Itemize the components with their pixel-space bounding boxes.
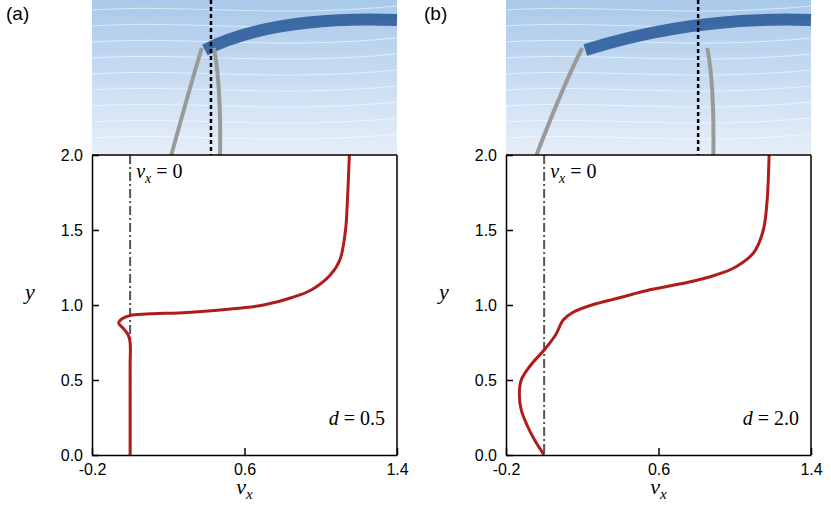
streamline xyxy=(506,86,811,91)
tick-label: -0.2 xyxy=(79,461,107,478)
panel-label: (b) xyxy=(424,3,447,24)
flow-image xyxy=(92,0,397,155)
tick-mark xyxy=(506,230,513,232)
streamline xyxy=(92,70,397,75)
frame xyxy=(92,154,397,156)
tick: 0.0 xyxy=(475,447,513,464)
tick: 0.5 xyxy=(61,372,99,389)
tick: 1.0 xyxy=(475,297,513,314)
tick-label: 1.0 xyxy=(475,297,497,314)
marks xyxy=(119,155,350,455)
tick-label: 0.5 xyxy=(475,372,497,389)
flow-background xyxy=(92,0,397,155)
streamline xyxy=(92,54,397,59)
tick-mark xyxy=(92,305,99,307)
streamline xyxy=(92,86,397,91)
tick-mark xyxy=(506,305,513,307)
frame xyxy=(810,155,812,455)
flow-background xyxy=(506,0,811,155)
tick-label: 1.4 xyxy=(386,461,408,478)
tick: 1.0 xyxy=(61,297,99,314)
reference-label-main: v xyxy=(550,160,559,182)
tick: 0.5 xyxy=(475,372,513,389)
streamline xyxy=(92,118,397,123)
tick-label: -0.2 xyxy=(493,461,521,478)
parameter-value: = 0.5 xyxy=(339,407,385,429)
x-axis-title-subscript: x xyxy=(245,486,253,502)
parameter-label: d = 2.0 xyxy=(743,407,799,429)
streamline xyxy=(92,134,397,139)
flexible-plate xyxy=(707,48,713,155)
reference-label: vx = 0 xyxy=(550,160,596,186)
tick-label: 1.5 xyxy=(61,222,83,239)
tick: 0.0 xyxy=(61,447,99,464)
streamline xyxy=(506,38,811,43)
streamline xyxy=(506,54,811,59)
tick-label: 2.0 xyxy=(475,147,497,164)
tick-label: 0.0 xyxy=(61,447,83,464)
x-axis-title: vx xyxy=(236,474,253,502)
x-axis-title: vx xyxy=(650,474,667,502)
flexible-plate xyxy=(171,48,202,155)
panel: -0.20.61.40.00.51.01.52.0vxy(b)vx = 0d =… xyxy=(424,0,823,502)
sample-line xyxy=(697,0,700,155)
tick-label: 1.5 xyxy=(475,222,497,239)
reference-label-suffix: = 0 xyxy=(151,160,182,182)
reference-label-main: v xyxy=(136,160,145,182)
streamline xyxy=(92,102,397,107)
parameter-label: d = 0.5 xyxy=(329,407,385,429)
tick-label: 1.0 xyxy=(61,297,83,314)
streamline xyxy=(506,6,811,11)
velocity-profile xyxy=(519,155,769,455)
y-axis-title: y xyxy=(437,279,449,304)
y-axis-title: y xyxy=(23,279,35,304)
flexible-plate xyxy=(537,48,583,155)
velocity-profile xyxy=(119,155,350,455)
tick-label: 2.0 xyxy=(61,147,83,164)
tick: 1.5 xyxy=(475,222,513,239)
frame xyxy=(506,154,811,156)
figure: -0.20.61.40.00.51.01.52.0vxy(a)vx = 0d =… xyxy=(0,0,831,508)
panel: -0.20.61.40.00.51.01.52.0vxy(a)vx = 0d =… xyxy=(6,0,409,502)
tick-mark xyxy=(506,380,513,382)
reference-label: vx = 0 xyxy=(136,160,182,186)
panel-label: (a) xyxy=(6,3,29,24)
plot-area xyxy=(506,155,811,455)
tick-label: 1.4 xyxy=(800,461,822,478)
plot-area xyxy=(92,155,397,455)
streamline xyxy=(506,102,811,107)
y-axis: 0.0 0.5 1.0 1.5 2.0 xyxy=(61,147,99,464)
x-axis-title-subscript: x xyxy=(659,486,667,502)
x-axis-title-main: v xyxy=(236,474,246,499)
streamline xyxy=(506,70,811,75)
frame xyxy=(396,155,398,455)
streamline xyxy=(92,6,397,11)
y-axis: 0.0 0.5 1.0 1.5 2.0 xyxy=(475,147,513,464)
reference-line xyxy=(543,155,545,455)
marks xyxy=(519,155,769,455)
tick-label: 0.0 xyxy=(475,447,497,464)
shear-layer xyxy=(205,20,397,50)
streamline xyxy=(506,134,811,139)
tick-mark xyxy=(658,448,660,455)
tick-mark xyxy=(92,455,99,457)
tick: 1.5 xyxy=(61,222,99,239)
tick-mark xyxy=(92,230,99,232)
tick-label: 0.5 xyxy=(61,372,83,389)
tick-mark xyxy=(92,380,99,382)
reference-label-suffix: = 0 xyxy=(565,160,596,182)
flow-image xyxy=(506,0,811,155)
tick-mark xyxy=(244,448,246,455)
sample-line xyxy=(210,0,213,155)
tick-mark xyxy=(506,455,513,457)
x-axis-title-main: v xyxy=(650,474,660,499)
parameter-value: = 2.0 xyxy=(753,407,799,429)
flexible-plate xyxy=(214,48,220,155)
